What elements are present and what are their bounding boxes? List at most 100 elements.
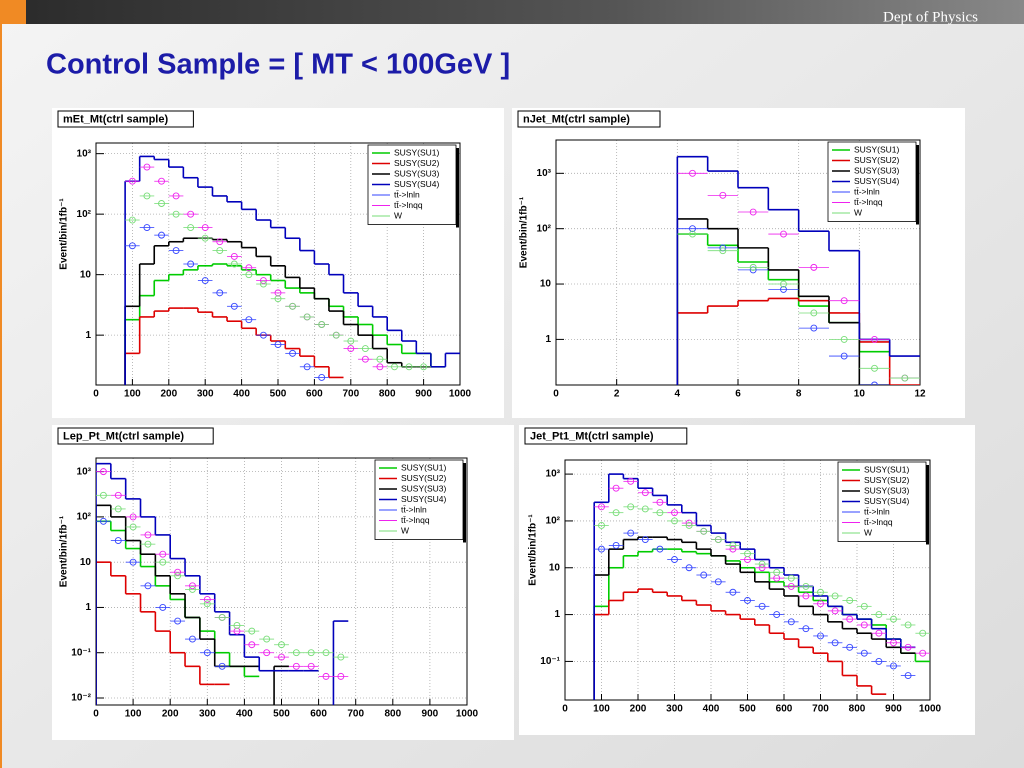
marker	[203, 600, 211, 608]
marker	[337, 653, 345, 661]
y-tick-label: 10	[80, 269, 92, 280]
marker	[189, 582, 196, 590]
legend-label: SUSY(SU1)	[854, 144, 900, 154]
marker	[685, 519, 693, 527]
marker	[391, 363, 398, 371]
marker	[689, 230, 696, 238]
x-tick-label: 0	[93, 389, 99, 400]
x-tick-label: 500	[739, 704, 756, 715]
marker	[203, 649, 211, 657]
chart: 0 100 200 300 400 500 600 700 800 900 1000 10⁻¹ 1 10 1…	[519, 425, 975, 735]
marker	[904, 621, 912, 629]
marker	[758, 602, 766, 610]
marker	[230, 260, 238, 268]
marker	[904, 672, 912, 679]
marker	[203, 596, 211, 603]
chart-title: Lep_Pt_Mt(ctrl sample)	[63, 430, 184, 442]
marker	[729, 541, 737, 549]
marker	[689, 225, 696, 233]
header-bar	[0, 0, 1024, 24]
marker	[787, 618, 795, 626]
marker	[729, 588, 737, 596]
marker	[671, 556, 678, 563]
marker	[158, 231, 165, 239]
marker	[685, 522, 693, 529]
legend-label: W	[401, 525, 409, 535]
marker	[144, 582, 152, 590]
marker	[303, 313, 311, 321]
marker	[758, 564, 766, 572]
marker	[598, 503, 605, 511]
marker	[143, 163, 151, 171]
legend-label: SUSY(SU3)	[864, 485, 910, 495]
marker	[216, 247, 224, 255]
marker	[773, 568, 781, 576]
marker	[347, 337, 355, 345]
marker	[810, 263, 818, 271]
chart-title: Jet_Pt1_Mt(ctrl sample)	[530, 430, 654, 442]
marker	[627, 477, 635, 485]
y-tick-label: 10⁻¹	[71, 647, 91, 658]
marker	[143, 224, 151, 232]
marker	[274, 295, 282, 303]
marker	[174, 617, 182, 625]
marker	[871, 335, 878, 343]
series-group	[96, 462, 349, 705]
legend-label: W	[864, 527, 872, 537]
marker	[901, 374, 909, 382]
marker	[802, 625, 810, 633]
marker	[729, 545, 737, 553]
marker	[347, 345, 355, 353]
marker	[245, 264, 253, 272]
marker	[307, 662, 315, 670]
marker	[303, 363, 311, 371]
marker	[245, 271, 253, 279]
marker	[714, 536, 722, 544]
y-tick-label: 1	[545, 334, 551, 345]
x-tick-label: 900	[885, 704, 902, 715]
marker	[802, 592, 810, 600]
marker	[318, 373, 326, 381]
y-tick-label: 10	[549, 562, 561, 573]
x-tick-label: 200	[160, 389, 177, 400]
x-tick-label: 100	[125, 709, 142, 720]
x-tick-label: 0	[562, 704, 568, 715]
marker	[274, 341, 282, 348]
marker	[810, 309, 818, 317]
marker	[744, 550, 751, 558]
marker	[322, 672, 330, 680]
marker	[890, 662, 897, 670]
legend-label: SUSY(SU3)	[401, 483, 447, 493]
x-tick-label: 8	[796, 389, 802, 400]
marker	[292, 662, 300, 670]
x-tick-label: 200	[630, 704, 647, 715]
marker	[292, 649, 300, 657]
legend-label: SUSY(SU3)	[394, 168, 440, 178]
legend-label: tt̄->lnln	[401, 504, 427, 514]
marker	[248, 641, 256, 649]
marker	[114, 491, 122, 499]
marker	[99, 468, 107, 476]
y-tick-label: 1	[85, 330, 91, 341]
marker	[612, 541, 620, 549]
legend-label: SUSY(SU3)	[854, 165, 900, 175]
marker	[129, 523, 137, 531]
marker	[144, 531, 152, 539]
marker	[846, 643, 854, 651]
legend-label: W	[394, 210, 402, 220]
marker	[656, 545, 664, 553]
marker	[174, 568, 182, 576]
marker	[158, 200, 165, 207]
legend-label: SUSY(SU2)	[394, 158, 440, 168]
marker	[172, 210, 180, 218]
marker	[187, 260, 195, 268]
x-tick-label: 1000	[449, 389, 472, 400]
legend-label: tt̄->lnln	[394, 189, 420, 199]
legend-label: tt̄->lnqq	[401, 515, 430, 525]
legend-shadow	[456, 148, 459, 228]
marker	[780, 280, 787, 288]
marker	[172, 192, 180, 200]
x-tick-label: 400	[703, 704, 720, 715]
legend-label: tt̄->lnln	[864, 506, 890, 516]
